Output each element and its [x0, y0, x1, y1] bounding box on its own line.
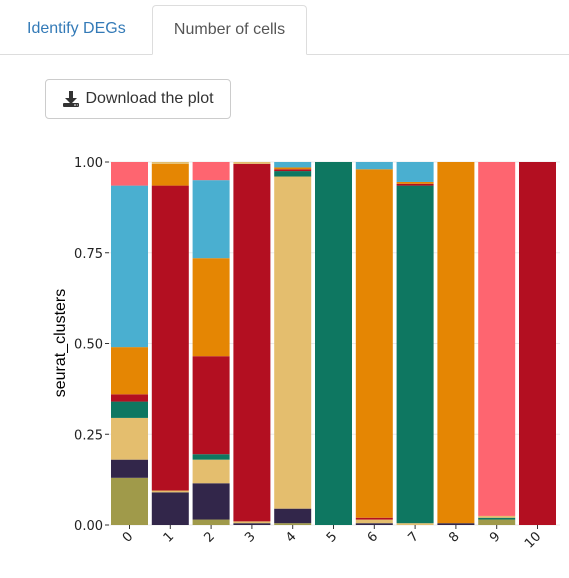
bar-cluster-8 [437, 162, 475, 525]
chart-bars [111, 162, 556, 525]
bar-segment [111, 394, 148, 402]
stacked-bar-chart: 0.00 0.25 0.50 0.75 1.00 0 1 2 3 4 5 6 7 8 9 10 seurat… [52, 156, 560, 552]
bar-segment [233, 162, 271, 164]
bar-segment [274, 508, 312, 524]
bar-segment [111, 401, 148, 418]
bar-segment [192, 483, 230, 520]
bar-segment [274, 167, 312, 170]
bar-segment [192, 459, 230, 484]
x-tick-label: 1 [161, 529, 177, 545]
y-axis: 0.00 0.25 0.50 0.75 1.00 [74, 156, 109, 534]
x-axis: 0 1 2 3 4 5 6 7 8 9 10 [120, 525, 544, 552]
y-tick-label: 0.75 [74, 247, 103, 262]
bar-segment [274, 162, 312, 168]
bar-cluster-5 [315, 162, 352, 525]
bar-cluster-7 [396, 162, 434, 525]
bar-segment [274, 171, 312, 177]
bar-segment [192, 519, 230, 525]
download-icon [63, 91, 80, 107]
x-tick-label: 9 [487, 529, 503, 545]
bar-segment [111, 347, 148, 395]
bar-segment [192, 454, 230, 460]
bar-segment [478, 519, 516, 525]
x-tick-label: 0 [120, 529, 136, 545]
bar-segment [151, 492, 189, 525]
bar-segment [315, 162, 352, 525]
bar-segment [437, 162, 475, 524]
x-tick-label: 4 [283, 529, 299, 545]
x-tick-label: 5 [324, 529, 340, 545]
bar-segment [233, 523, 271, 525]
bar-cluster-1 [151, 162, 189, 525]
y-tick-label: 0.25 [74, 428, 103, 443]
bar-segment [274, 169, 312, 172]
tab-identify-degs[interactable]: Identify DEGs [27, 20, 126, 37]
tab-bar: Identify DEGs Number of cells [0, 0, 569, 55]
bar-segment [151, 163, 189, 186]
bar-segment [396, 523, 434, 525]
bar-cluster-9 [478, 162, 516, 525]
bar-cluster-6 [355, 162, 393, 525]
y-tick-label: 0.50 [74, 338, 103, 353]
bar-segment [478, 162, 516, 516]
x-tick-label: 10 [522, 529, 544, 551]
bar-segment [111, 185, 148, 348]
bar-cluster-3 [233, 162, 271, 525]
bar-segment [111, 162, 148, 186]
bar-segment [274, 176, 312, 509]
y-axis-title: seurat_clusters [52, 289, 69, 398]
bar-segment [233, 521, 271, 524]
bar-segment [233, 163, 271, 522]
x-tick-label: 8 [446, 529, 462, 545]
bar-segment [111, 417, 148, 460]
bar-segment [192, 162, 230, 181]
bar-segment [396, 183, 434, 186]
x-tick-label: 7 [405, 529, 421, 545]
bar-segment [192, 180, 230, 259]
bar-segment [274, 523, 312, 525]
bar-segment [355, 523, 393, 525]
bar-segment [396, 181, 434, 184]
x-tick-label: 6 [365, 529, 381, 545]
bar-segment [519, 162, 556, 525]
bar-segment [478, 515, 516, 518]
bar-cluster-10 [519, 162, 556, 525]
bar-cluster-2 [192, 162, 230, 525]
bar-segment [355, 162, 393, 170]
bar-segment [151, 162, 189, 164]
bar-segment [192, 258, 230, 357]
bar-segment [396, 185, 434, 524]
y-tick-label: 1.00 [74, 156, 103, 171]
bar-segment [151, 185, 189, 491]
bar-segment [355, 169, 393, 518]
bar-segment [355, 519, 393, 524]
bar-segment [111, 459, 148, 478]
bar-cluster-0 [111, 162, 148, 525]
bar-segment [478, 517, 516, 520]
y-tick-label: 0.00 [74, 519, 103, 534]
x-tick-label: 2 [201, 529, 217, 545]
bar-segment [151, 490, 189, 493]
download-plot-label: Download the plot [85, 90, 214, 107]
x-tick-label: 3 [242, 529, 258, 545]
download-plot-button[interactable]: Download the plot [45, 79, 231, 119]
bar-segment [437, 523, 475, 525]
bar-segment [111, 477, 148, 525]
bar-segment [396, 162, 434, 182]
tab-number-of-cells[interactable]: Number of cells [152, 5, 307, 55]
bar-segment [355, 517, 393, 520]
bar-segment [192, 356, 230, 455]
bar-cluster-4 [274, 162, 312, 525]
